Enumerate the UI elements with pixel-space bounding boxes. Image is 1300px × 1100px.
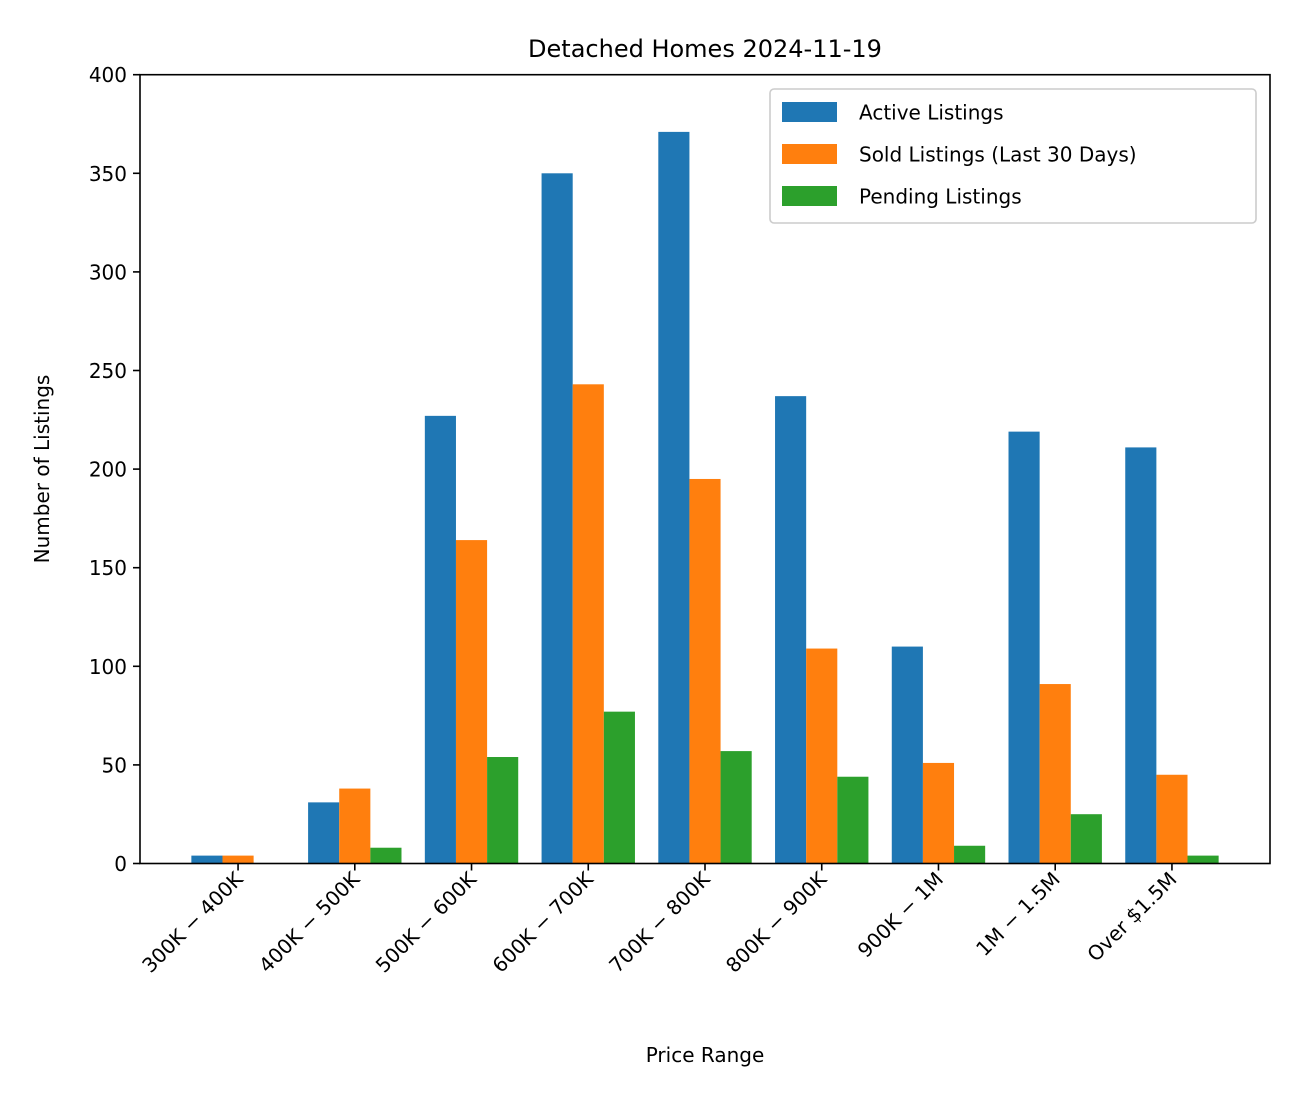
y-tick-label: 0	[114, 852, 127, 876]
bar-pending-listings-7	[1070, 814, 1102, 864]
bar-pending-listings-4	[720, 751, 752, 864]
y-tick-label: 300	[89, 260, 127, 284]
bar-pending-listings-6	[954, 845, 986, 864]
bar-sold-listings-last-30-days-5	[806, 648, 838, 864]
bar-active-listings-6	[891, 646, 923, 864]
chart-title: Detached Homes 2024-11-19	[528, 35, 882, 63]
bar-active-listings-8	[1125, 447, 1157, 864]
bar-pending-listings-2	[487, 757, 519, 864]
y-tick-label: 100	[89, 655, 127, 679]
bar-sold-listings-last-30-days-6	[922, 762, 955, 864]
y-axis: 0 50 100 150 200 250 300 350 400	[89, 63, 140, 876]
bar-sold-listings-last-30-days-1	[339, 788, 371, 864]
y-tick-label: 200	[89, 458, 127, 482]
legend-label: Active Listings	[859, 101, 1004, 125]
bar-active-listings-5	[775, 396, 807, 864]
legend-swatch	[782, 144, 837, 164]
bar-sold-listings-last-30-days-0	[222, 855, 254, 864]
y-axis-label: Number of Listings	[30, 375, 54, 564]
legend-label: Sold Listings (Last 30 Days)	[859, 143, 1137, 167]
legend-swatch	[782, 186, 837, 206]
y-tick-label: 50	[102, 753, 127, 777]
y-tick-label: 400	[89, 63, 127, 87]
bar-sold-listings-last-30-days-3	[572, 384, 604, 864]
bar-sold-listings-last-30-days-2	[455, 540, 488, 864]
bar-sold-listings-last-30-days-4	[689, 478, 721, 864]
bar-sold-listings-last-30-days-8	[1156, 774, 1188, 864]
legend-swatch	[782, 102, 837, 122]
bar-pending-listings-1	[370, 847, 402, 864]
bar-pending-listings-5	[837, 776, 869, 864]
bar-pending-listings-8	[1187, 855, 1219, 864]
bars-group	[191, 131, 1219, 864]
bar-active-listings-2	[424, 415, 456, 864]
y-tick-label: 150	[89, 556, 127, 580]
bar-active-listings-4	[658, 131, 690, 864]
bar-sold-listings-last-30-days-7	[1039, 684, 1071, 864]
legend-box	[769, 88, 1257, 224]
bar-active-listings-1	[308, 802, 340, 864]
legend-label: Pending Listings	[859, 185, 1022, 209]
legend: Active Listings Sold Listings (Last 30 Da…	[769, 88, 1257, 224]
bar-active-listings-0	[191, 855, 223, 864]
bar-pending-listings-3	[603, 711, 635, 864]
y-tick-label: 350	[89, 162, 127, 186]
plot-frame	[139, 73, 1271, 865]
x-axis-label: Price Range	[646, 1043, 765, 1067]
bar-active-listings-7	[1008, 431, 1040, 864]
y-tick-label: 250	[89, 359, 127, 383]
bar-active-listings-3	[541, 173, 573, 864]
